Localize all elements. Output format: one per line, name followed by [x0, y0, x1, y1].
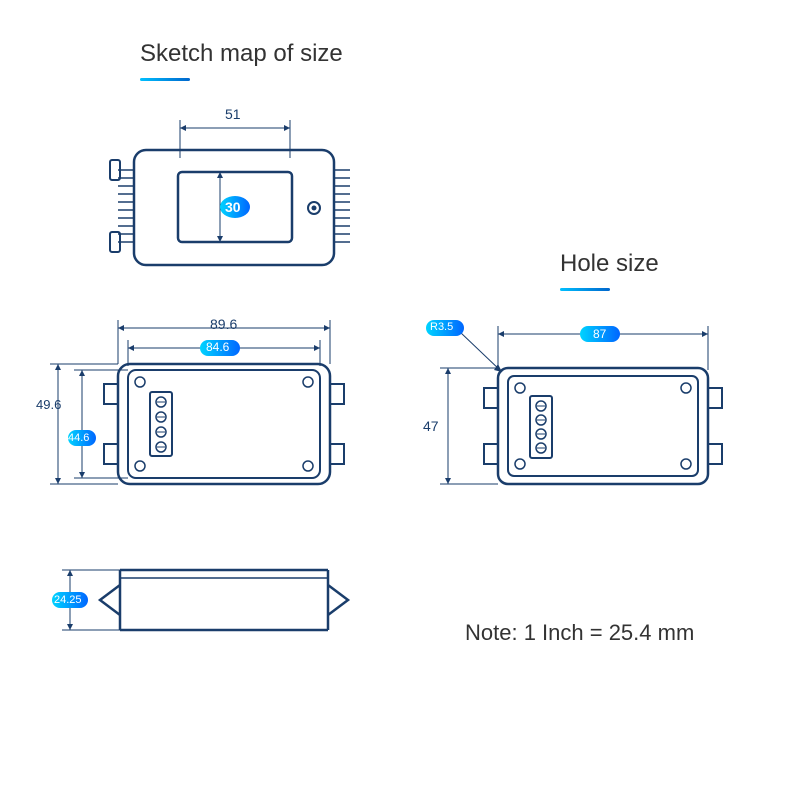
dim-24-25: 24.25	[54, 594, 82, 606]
title-sketch: Sketch map of size	[140, 40, 343, 68]
diagram-mid-view	[30, 310, 360, 510]
underline-2	[560, 288, 610, 291]
title-hole: Hole size	[560, 250, 659, 278]
diagram-top-view	[70, 110, 350, 290]
dim-84-6: 84.6	[206, 340, 229, 354]
dim-30: 30	[225, 199, 241, 215]
note-text: Note: 1 Inch = 25.4 mm	[465, 620, 694, 646]
dim-49-6: 49.6	[36, 397, 61, 412]
dim-89-6: 89.6	[210, 316, 237, 332]
dim-44-6: 44.6	[68, 432, 89, 444]
diagram-side-view	[30, 550, 360, 670]
dim-47: 47	[423, 418, 439, 434]
diagram-hole-view	[400, 310, 760, 530]
dim-87: 87	[593, 327, 606, 341]
dim-51: 51	[225, 106, 241, 122]
dim-r35: R3.5	[430, 321, 453, 333]
underline-1	[140, 78, 190, 81]
